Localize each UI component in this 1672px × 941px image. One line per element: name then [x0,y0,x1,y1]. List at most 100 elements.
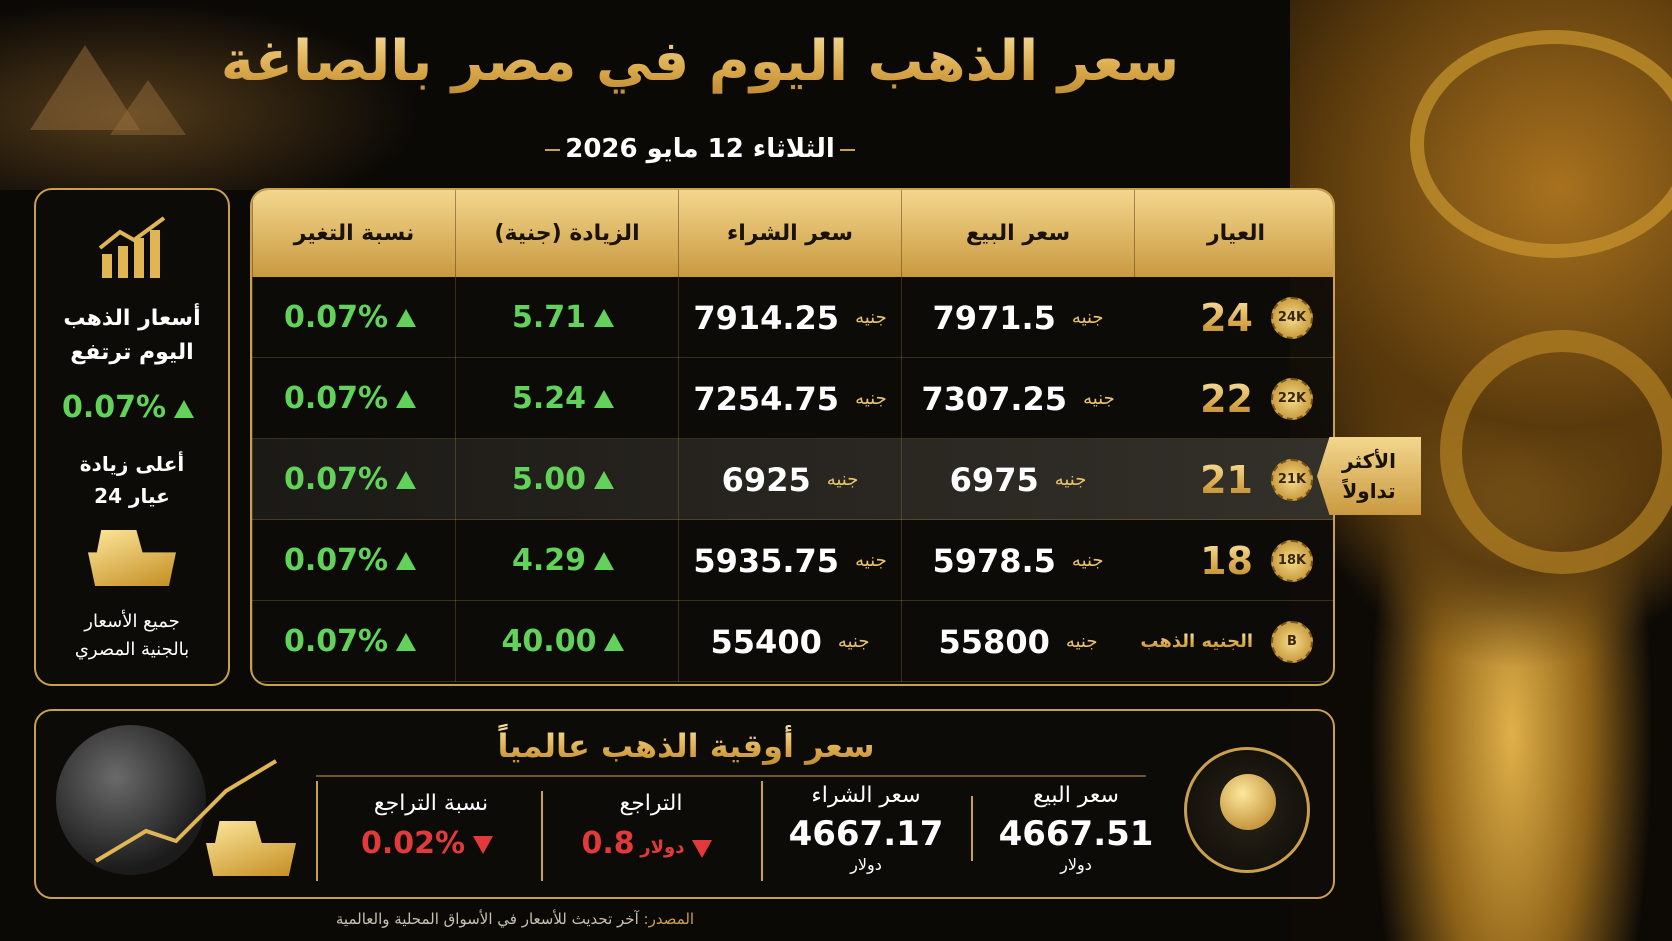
unit: جنيه [855,388,887,409]
karat-cell: B الجنيه الذهب [1134,601,1333,682]
increase-value: 5.00 [511,462,587,497]
sidebar-change: 0.07% [36,390,228,425]
column-header: العيار [1134,190,1333,277]
buy-price: 7254.75 [693,379,840,418]
increase-cell: 5.24 [455,358,678,439]
buy-cell: جنيه 7254.75 [678,358,901,439]
value: 0.8 [581,826,635,861]
arrow-up [594,551,615,570]
source-label: المصدر: [643,910,695,928]
increase-cell: 5.00 [455,439,678,520]
sidebar-footer: جميع الأسعار بالجنية المصري [36,608,228,664]
buy-cell: جنيه 6925 [678,439,901,520]
buy-price: 55400 [710,622,822,661]
karat-label: 21 [1200,457,1253,502]
sell-price: 6975 [949,460,1039,499]
arrow-up [396,551,417,570]
karat-badge: B [1271,620,1313,663]
label: سعر الشراء [811,783,921,808]
change-value: 0.07% [283,300,389,335]
unit: جنيه [1083,388,1115,409]
karat-badge: 24K [1271,296,1313,339]
value: 0.02% [360,826,466,861]
unit: جنيه [1054,469,1087,490]
highlight-tag: الأكثر تداولاً [1317,437,1421,515]
buy-cell: جنيه 7914.25 [678,277,901,358]
globe-icon [1220,774,1276,830]
arrow-down [692,839,713,858]
divider [971,796,973,861]
change-cell: 0.07% [252,520,455,601]
sell-cell: جنيه 7971.5 [901,277,1134,358]
karat-badge: 21K [1271,458,1313,501]
globe-illustration [56,725,206,875]
header-text: الزيادة (جنية) [494,221,640,246]
sell-price: 55800 [938,622,1050,661]
arrow-up [396,470,417,489]
change-value: 0.07% [283,381,389,416]
row-divider [252,438,1333,439]
change-value: 0.07% [283,624,389,659]
global-buy: سعر الشراء 4667.17 دولار [766,779,966,875]
global-panel: سعر أوقية الذهب عالمياً سعر البيع 4667.5… [34,709,1335,899]
sidebar-title: أسعار الذهب اليوم ترتفع [36,302,228,370]
line: تداولاً [1342,479,1396,503]
row-highlight [252,439,1333,520]
karat-badge: 18K [1271,539,1313,582]
karat-cell: 22K 22 [1134,358,1333,439]
decline-row: دولار 0.8 [546,821,756,871]
karat-cell: 21K 21 [1134,439,1333,520]
arrow-up [396,389,417,408]
karat-cell: 18K 18 [1134,520,1333,601]
unit: دولار [640,837,685,858]
change-cell: 0.07% [252,358,455,439]
column-header: سعر البيع [901,190,1134,277]
date: الثلاثاء 12 مايو 2026 [560,130,840,168]
line: جميع الأسعار [84,611,180,632]
change-cell: 0.07% [252,439,455,520]
global-sell: سعر البيع 4667.51 دولار [976,779,1176,875]
arrow-up [594,470,615,489]
row-divider [252,357,1333,358]
bg-ring [1440,330,1672,574]
globe-badge [1184,747,1310,873]
row-divider [252,681,1333,682]
unit: جنيه [826,469,859,490]
change-cell: 0.07% [252,601,455,682]
header-text: نسبة التغير [293,221,415,246]
increase-value: 40.00 [501,624,597,659]
increase-cell: 40.00 [455,601,678,682]
buy-price: 6925 [721,460,811,499]
increase-value: 5.24 [511,381,587,416]
source-text: آخر تحديث للأسعار في الأسواق المحلية وال… [335,910,639,928]
karat-label: 18 [1200,538,1253,583]
sidebar-note: أعلى زيادة عيار 24 [36,448,228,512]
karat-cell: 24K 24 [1134,277,1333,358]
decline-pct-row: 0.02% [321,821,541,867]
karat-label: 24 [1200,295,1253,340]
unit: دولار [850,855,882,874]
unit: جنيه [1065,631,1098,652]
header-text: العيار [1206,221,1266,246]
price-table: العيار سعر البيع سعر الشراء الزيادة (جنية) ن… [250,188,1335,686]
row-divider [252,600,1333,601]
sell-cell: جنيه 55800 [901,601,1134,682]
increase-value: 4.29 [511,543,587,578]
divider [761,781,763,881]
header-text: سعر الشراء [726,221,854,246]
label: التراجع [619,791,683,816]
bg-pyramid [110,80,186,135]
line: اليوم ترتفع [70,340,194,365]
buy-price: 7914.25 [693,298,840,337]
arrow-up [396,308,417,327]
arrow-up [174,399,195,418]
karat-label: 22 [1200,376,1253,421]
line: بالجنية المصري [74,639,190,660]
change-cell: 0.07% [252,277,455,358]
increase-cell: 4.29 [455,520,678,601]
row-divider [252,519,1333,520]
unit: دولار [1060,855,1092,874]
karat-label: الجنيه الذهب [1140,631,1253,652]
bg-pyramid [30,45,140,130]
